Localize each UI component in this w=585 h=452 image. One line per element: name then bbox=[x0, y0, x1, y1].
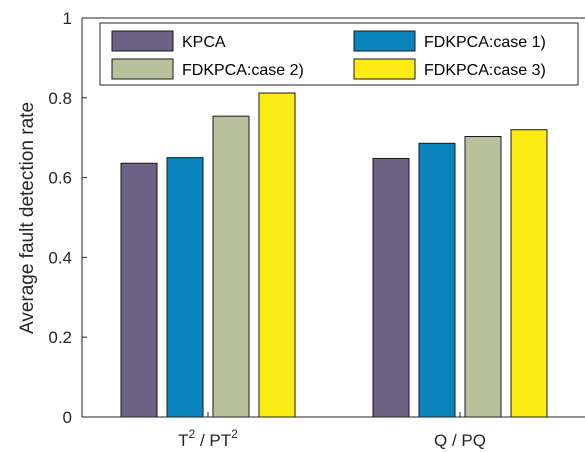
bar-4-2 bbox=[510, 129, 548, 418]
y-tick-label: 1 bbox=[63, 9, 72, 28]
bar-2-2 bbox=[418, 142, 456, 418]
legend-label: FDKPCA:case 1) bbox=[424, 34, 546, 51]
legend-swatch bbox=[353, 58, 416, 80]
legend-label: FDKPCA:case 3) bbox=[424, 62, 546, 79]
bars bbox=[120, 92, 548, 418]
legend-swatch bbox=[111, 30, 174, 52]
x-tick-label: T2 / PT2 bbox=[178, 427, 238, 450]
bar-1-2 bbox=[372, 157, 410, 418]
y-tick-label: 0.8 bbox=[48, 89, 72, 108]
legend-label: KPCA bbox=[182, 34, 226, 51]
bar-2-1 bbox=[166, 157, 204, 418]
y-tick-label: 0.4 bbox=[48, 248, 72, 267]
axes bbox=[81, 17, 585, 418]
legend-box bbox=[99, 22, 579, 86]
bar-3-2 bbox=[464, 136, 502, 418]
bar-4-1 bbox=[258, 92, 296, 418]
bar-3-1 bbox=[212, 115, 250, 418]
x-tick-label: Q / PQ bbox=[434, 431, 486, 450]
y-axis-label: Average fault detection rate bbox=[17, 102, 38, 334]
y-tick-label: 0.6 bbox=[48, 169, 72, 188]
y-tick-label: 0 bbox=[63, 408, 72, 427]
legend-label: FDKPCA:case 2) bbox=[182, 62, 304, 79]
x-axis-ticks: T2 / PT2 Q / PQ bbox=[178, 412, 486, 450]
y-tick-label: 0.2 bbox=[48, 328, 72, 347]
bar-1-1 bbox=[120, 162, 158, 418]
legend-swatch bbox=[111, 58, 174, 80]
legend-swatch bbox=[353, 30, 416, 52]
legend: KPCA FDKPCA:case 1) FDKPCA:case 2) FDKPCA:c… bbox=[99, 22, 579, 86]
y-axis-ticks: 0 0.2 0.4 0.6 0.8 1 bbox=[48, 9, 87, 427]
